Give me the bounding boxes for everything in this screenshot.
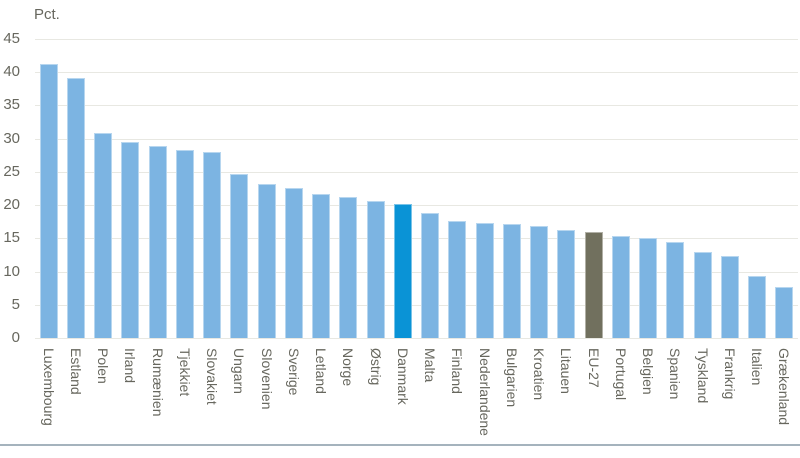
- x-label-spanien: Spanien: [667, 348, 684, 400]
- x-label-tjekkiet: Tjekkiet: [176, 348, 193, 397]
- bar-polen: [94, 133, 113, 338]
- x-label-litauen: Litauen: [558, 348, 575, 394]
- y-tick-label: 40: [3, 63, 20, 80]
- x-label-eu-27: EU-27: [585, 348, 602, 388]
- y-tick-label: 0: [11, 329, 20, 346]
- gridline: [35, 271, 798, 273]
- bar-estland: [66, 77, 85, 338]
- bar-eu-27: [584, 232, 603, 338]
- x-label-malta: Malta: [422, 348, 439, 383]
- x-label-kroatien: Kroatien: [531, 348, 548, 401]
- x-label-østrig: Østrig: [367, 348, 384, 386]
- x-label-nederlandene: Nederlandene: [476, 348, 493, 436]
- bar-østrig: [366, 201, 385, 338]
- bar-bulgarien: [502, 224, 521, 338]
- bar-irland: [121, 142, 140, 338]
- bar-danmark: [393, 203, 412, 338]
- x-label-bulgarien: Bulgarien: [503, 348, 520, 408]
- x-label-slovenien: Slovenien: [258, 348, 275, 410]
- x-label-ungarn: Ungarn: [231, 348, 248, 394]
- x-label-sverige: Sverige: [285, 348, 302, 396]
- bar-norge: [339, 197, 358, 338]
- gridline: [35, 38, 798, 40]
- y-axis-unit-label: Pct.: [34, 6, 60, 23]
- bar-portugal: [611, 235, 630, 338]
- bar-nederlandene: [475, 222, 494, 338]
- x-label-estland: Estland: [67, 348, 84, 395]
- bar-sverige: [284, 187, 303, 338]
- y-tick-label: 5: [11, 295, 20, 313]
- y-tick-label: 15: [3, 229, 20, 247]
- gridline: [35, 72, 798, 73]
- gridline: [35, 138, 798, 140]
- y-tick-label: 30: [3, 129, 20, 147]
- y-tick-label: 20: [3, 196, 20, 213]
- x-label-belgien: Belgien: [640, 348, 657, 395]
- bar-frankrig: [720, 255, 739, 338]
- bar-belgien: [639, 237, 658, 338]
- x-label-grækenland: Grækenland: [776, 348, 793, 426]
- x-label-irland: Irland: [122, 348, 139, 384]
- x-label-italien: Italien: [749, 348, 766, 386]
- y-tick-label: 45: [3, 29, 20, 47]
- x-label-luxembourg: Luxembourg: [40, 348, 57, 426]
- x-label-finland: Finland: [449, 348, 466, 394]
- bar-slovenien: [257, 183, 276, 338]
- x-label-norge: Norge: [340, 348, 357, 387]
- bar-rumænien: [148, 146, 167, 338]
- gridline: [35, 304, 798, 306]
- x-label-frankrig: Frankrig: [721, 348, 738, 400]
- gridline: [35, 238, 798, 240]
- y-tick-label: 10: [3, 262, 20, 280]
- bar-ungarn: [230, 173, 249, 338]
- x-label-letland: Letland: [313, 348, 330, 394]
- gridline: [35, 105, 798, 107]
- bar-malta: [421, 212, 440, 338]
- x-label-rumænien: Rumænien: [149, 348, 166, 417]
- gridline: [35, 171, 798, 173]
- bar-letland: [312, 193, 331, 338]
- bottom-divider: [0, 444, 800, 446]
- y-tick-label: 35: [3, 96, 20, 114]
- bar-tyskland: [693, 252, 712, 338]
- bar-slovakiet: [203, 151, 222, 338]
- gridline: [35, 205, 798, 206]
- x-label-tyskland: Tyskland: [694, 348, 711, 404]
- bar-finland: [448, 220, 467, 338]
- bar-italien: [748, 276, 767, 338]
- x-label-polen: Polen: [95, 348, 112, 384]
- bar-grækenland: [775, 286, 794, 338]
- bar-tjekkiet: [175, 150, 194, 338]
- y-tick-label: 25: [3, 162, 20, 180]
- bar-luxembourg: [39, 64, 58, 338]
- x-label-portugal: Portugal: [612, 348, 629, 401]
- bar-kroatien: [530, 226, 549, 338]
- gridline: [35, 338, 798, 339]
- bar-spanien: [666, 242, 685, 338]
- x-label-danmark: Danmark: [394, 348, 411, 405]
- x-label-slovakiet: Slovakiet: [204, 348, 221, 405]
- bar-litauen: [557, 229, 576, 338]
